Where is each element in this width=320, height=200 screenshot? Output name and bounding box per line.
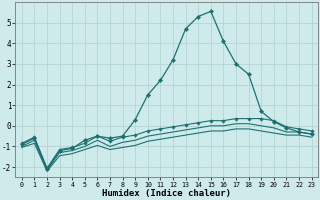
X-axis label: Humidex (Indice chaleur): Humidex (Indice chaleur) <box>102 189 231 198</box>
